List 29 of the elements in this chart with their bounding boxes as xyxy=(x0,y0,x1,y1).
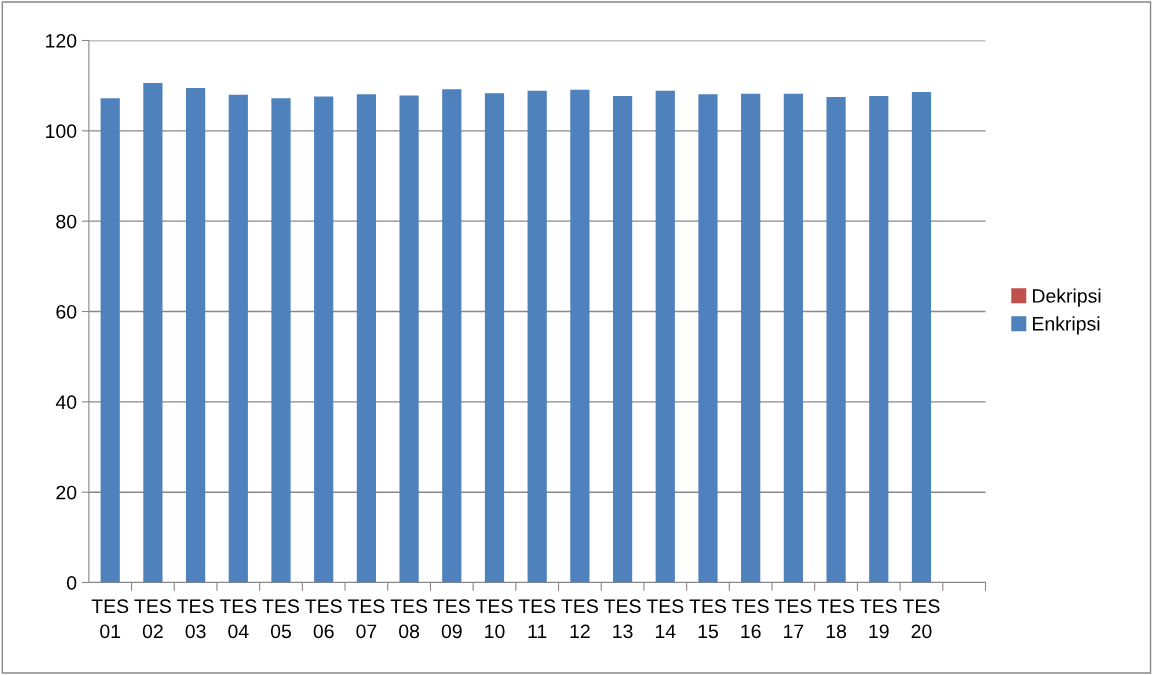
x-tick-label: TES 08 xyxy=(390,599,428,639)
x-tick-label: TES 04 xyxy=(219,599,257,639)
x-tick-label: TES 11 xyxy=(518,599,556,639)
x-tick-label: TES 07 xyxy=(347,599,385,639)
x-tick-label: TES 09 xyxy=(433,599,470,639)
y-tick-label: 80 xyxy=(56,214,77,229)
y-tick-label: 120 xyxy=(46,33,77,48)
x-tick-label: TES 01 xyxy=(91,599,129,639)
y-tick-label: 100 xyxy=(46,124,77,139)
x-tick-label: TES 13 xyxy=(604,599,641,639)
y-tick-label: 60 xyxy=(56,304,77,319)
x-tick-label: TES 16 xyxy=(732,599,769,639)
y-tick-label: 20 xyxy=(56,485,77,500)
x-tick-label: TES 06 xyxy=(305,599,342,639)
x-tick-label: TES 19 xyxy=(860,599,897,639)
x-tick-label: TES 02 xyxy=(134,599,171,639)
x-tick-label: TES 15 xyxy=(689,599,726,639)
x-tick-label: TES 14 xyxy=(646,599,684,639)
y-tick-label: 0 xyxy=(67,575,77,590)
x-tick-label: TES 05 xyxy=(262,599,300,639)
x-tick-label: TES 18 xyxy=(817,599,855,639)
x-tick-label: TES 17 xyxy=(774,599,812,639)
x-tick-label: TES 20 xyxy=(903,599,940,639)
legend-label: Dekripsi xyxy=(1033,288,1101,307)
y-tick-label: 40 xyxy=(55,395,77,410)
x-tick-label: TES 03 xyxy=(177,599,214,639)
legend-label: Enkripsi xyxy=(1033,316,1100,335)
x-tick-label: TES 12 xyxy=(561,599,598,639)
x-tick-label: TES 10 xyxy=(476,599,513,639)
